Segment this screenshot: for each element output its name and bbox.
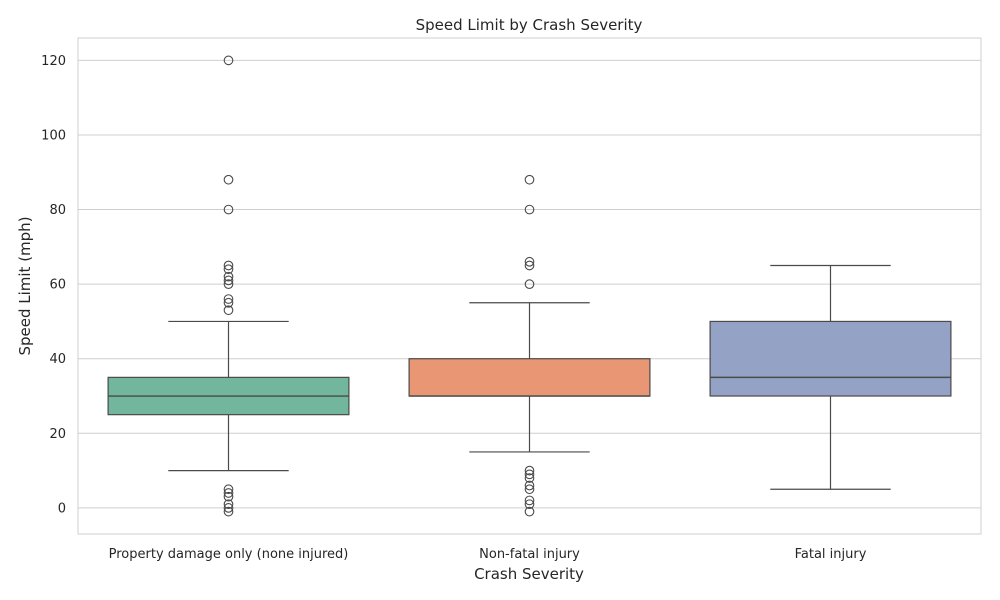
x-axis-title: Crash Severity (474, 565, 584, 583)
outlier-point (223, 294, 234, 304)
y-tick-label: 60 (49, 278, 66, 293)
y-tick-label: 0 (58, 501, 66, 516)
outlier-point (223, 204, 234, 215)
outlier-point (223, 260, 234, 271)
outlier-point (524, 279, 535, 289)
y-tick-label: 40 (49, 352, 66, 367)
chart-title: Speed Limit by Crash Severity (416, 16, 643, 34)
outlier-point (524, 484, 535, 495)
y-axis-title: Speed Limit (mph) (16, 216, 34, 355)
outlier-point (223, 279, 234, 289)
outlier-point (524, 469, 535, 480)
outlier-point (524, 256, 535, 267)
outlier-point (524, 495, 535, 506)
outlier-point (524, 260, 535, 271)
y-axis-ticks: 0 20 40 60 80 100 120 (41, 54, 66, 517)
box-iqr (408, 358, 651, 397)
outlier-point (223, 174, 234, 185)
outlier-point (223, 506, 234, 517)
y-tick-label: 80 (49, 203, 66, 218)
outlier-point (223, 503, 234, 513)
y-tick-label: 120 (41, 54, 66, 69)
outlier-point (223, 305, 234, 316)
outlier-point (223, 264, 234, 275)
box-group (408, 174, 651, 517)
outlier-point (524, 473, 535, 483)
x-tick-label: Non-fatal injury (479, 547, 580, 562)
x-tick-label: Property damage only (none injured) (109, 547, 349, 562)
outlier-point (524, 465, 535, 476)
box-group (709, 264, 952, 490)
boxes-layer (107, 55, 952, 517)
x-tick-label: Fatal injury (795, 547, 867, 562)
outlier-point (223, 275, 234, 286)
y-tick-label: 100 (41, 128, 66, 143)
outlier-point (223, 297, 234, 308)
outlier-point (524, 499, 535, 510)
outlier-point (524, 174, 535, 185)
outlier-point (524, 204, 535, 215)
outlier-point (223, 484, 234, 495)
outlier-point (524, 480, 535, 491)
outlier-point (223, 499, 234, 510)
x-axis-ticks: Property damage only (none injured) Non-f… (109, 547, 867, 562)
y-tick-label: 20 (49, 427, 66, 442)
outlier-point (223, 55, 234, 66)
outlier-point (524, 506, 535, 517)
box-group (107, 55, 350, 517)
outlier-point (223, 491, 234, 502)
outlier-point (223, 271, 234, 282)
outlier-point (223, 488, 234, 498)
plot-area-frame (77, 37, 982, 535)
box-iqr (709, 320, 952, 397)
